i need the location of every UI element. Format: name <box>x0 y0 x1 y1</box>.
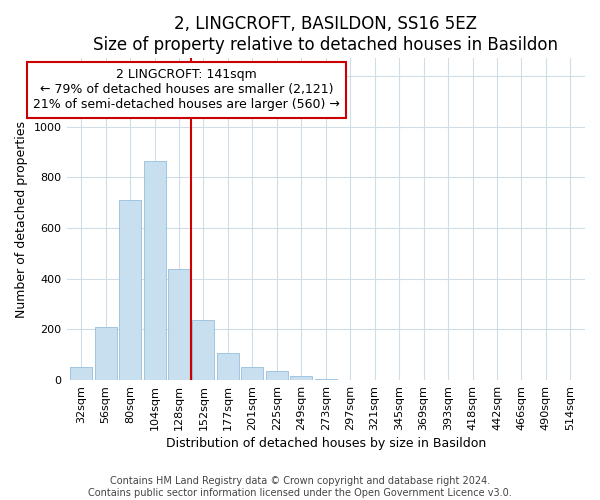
Bar <box>241 368 263 380</box>
Bar <box>119 200 141 380</box>
Bar <box>290 376 313 380</box>
Bar <box>193 320 214 380</box>
Text: 2 LINGCROFT: 141sqm
← 79% of detached houses are smaller (2,121)
21% of semi-det: 2 LINGCROFT: 141sqm ← 79% of detached ho… <box>33 68 340 112</box>
Bar <box>143 162 166 380</box>
Bar <box>168 268 190 380</box>
Bar <box>217 354 239 380</box>
Text: Contains HM Land Registry data © Crown copyright and database right 2024.
Contai: Contains HM Land Registry data © Crown c… <box>88 476 512 498</box>
Bar <box>266 371 288 380</box>
Bar <box>70 368 92 380</box>
Bar <box>95 327 116 380</box>
X-axis label: Distribution of detached houses by size in Basildon: Distribution of detached houses by size … <box>166 437 486 450</box>
Y-axis label: Number of detached properties: Number of detached properties <box>15 120 28 318</box>
Title: 2, LINGCROFT, BASILDON, SS16 5EZ
Size of property relative to detached houses in: 2, LINGCROFT, BASILDON, SS16 5EZ Size of… <box>93 15 558 54</box>
Bar <box>315 379 337 380</box>
